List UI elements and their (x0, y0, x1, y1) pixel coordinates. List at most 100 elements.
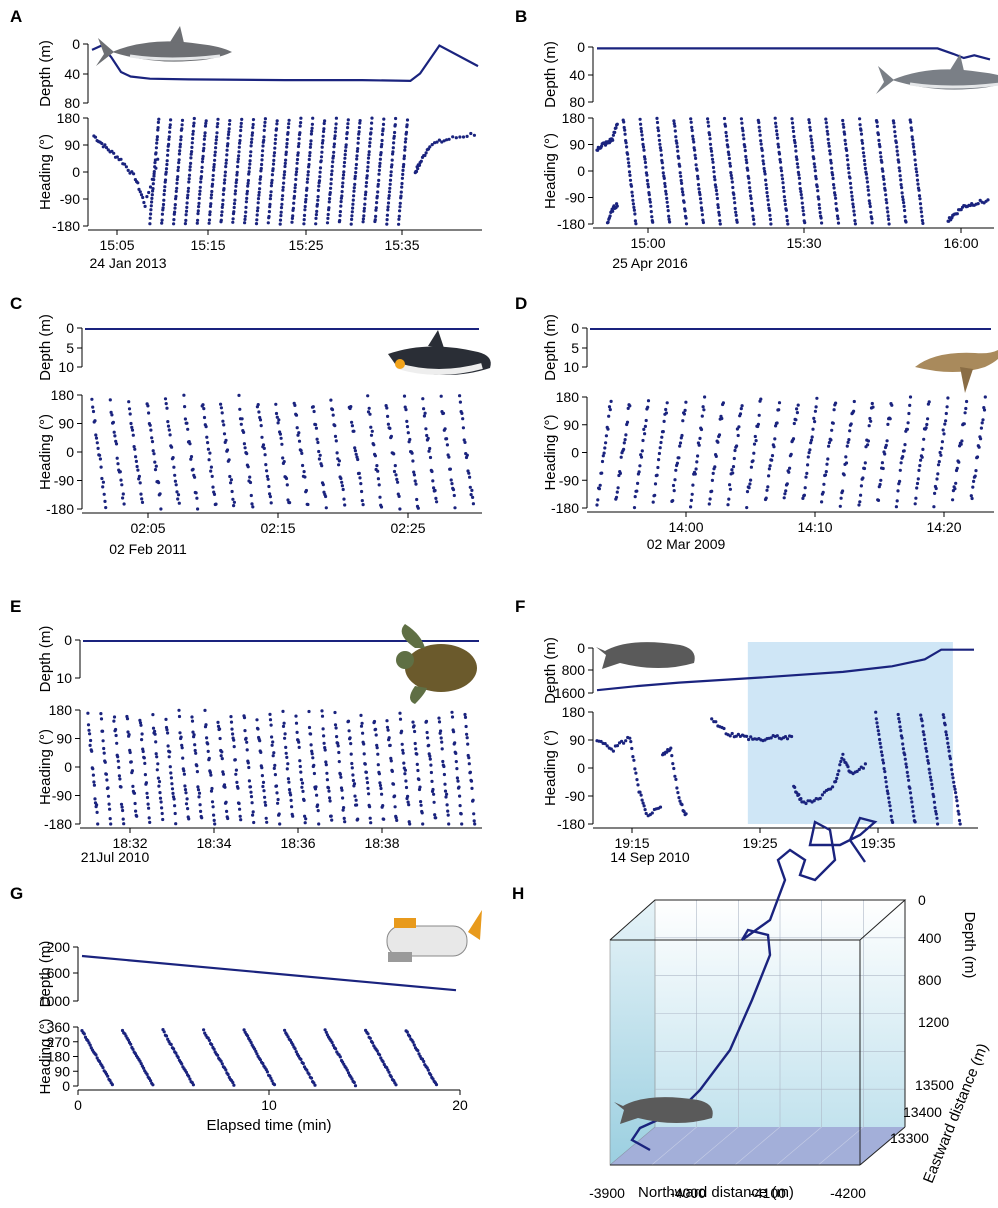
panel-A-heading-point (179, 138, 183, 142)
panel-E-heading-point (238, 814, 242, 818)
panel-B-heading-point (661, 166, 665, 170)
panel-A-heading-point (414, 169, 419, 174)
panel-G-heading-point (255, 1052, 259, 1056)
panel-A-heading-point (284, 152, 288, 157)
panel-E-heading-point (114, 733, 118, 738)
panel-E-heading-point (336, 741, 340, 746)
panel-A-heading-point (320, 141, 325, 145)
panel-B-heading-point (624, 141, 628, 145)
panel-A-heading-point (321, 134, 325, 138)
panel-D-heading-point (774, 424, 778, 428)
panel-F-heading-point (913, 820, 917, 824)
panel-A-heading-point (281, 194, 285, 198)
panel-C-heading-point (95, 441, 99, 445)
panel-E-heading-point (337, 760, 341, 764)
panel-F-heading-point (949, 763, 953, 767)
panel-F-x-tick-label: 19:35 (860, 835, 895, 851)
panel-E-heading-point (364, 770, 368, 774)
panel-E-heading-point (276, 797, 280, 802)
panel-A-heading-point (356, 147, 360, 151)
panel-A-heading-point (310, 126, 314, 130)
panel-A-heading-point (227, 122, 232, 126)
panel-C-heading-point (138, 481, 142, 485)
panel-G-heading-point (389, 1075, 393, 1079)
panel-B-heading-point (848, 181, 853, 185)
panel-A-heading-point (255, 218, 259, 222)
panel-G-heading-point (212, 1047, 216, 1051)
panel-A-heading-point (175, 181, 179, 185)
panel-C-heading-point (281, 456, 285, 460)
panel-C-depth_ticks-label: 0 (66, 320, 74, 336)
panel-D-heading-point (698, 436, 702, 440)
panel-A-heading-point (221, 198, 225, 202)
panel-E-heading-point (147, 816, 151, 820)
sperm-whale-icon (614, 1097, 713, 1124)
panel-D-heading_ticks-label: 180 (556, 389, 580, 405)
panel-A-heading-point (386, 201, 391, 205)
panel-F-heading-point (880, 753, 884, 758)
panel-G-heading-point (231, 1080, 235, 1085)
panel-E-heading-point (439, 736, 443, 740)
panel-A-heading-point (295, 167, 299, 171)
panel-E-depth-axis-label: Depth (m) (37, 626, 54, 693)
panel-B-heading-point (735, 220, 739, 224)
panel-A-heading-point (269, 190, 273, 194)
turtle-head (396, 651, 414, 669)
panel-A-heading-point (256, 206, 260, 210)
panel-C-heading-point (172, 465, 176, 469)
panel-F-heading-point (912, 814, 916, 818)
panel-A-heading_ticks-label: 0 (72, 164, 80, 180)
panel-B-heading-point (867, 199, 871, 203)
panel-A-heading-point (226, 136, 230, 140)
panel-D-heading-point (849, 422, 853, 426)
panel-A-heading-point (291, 214, 295, 218)
panel-A-heading-point (196, 218, 200, 222)
box-edge (859, 1126, 906, 1166)
panel-B-heading-point (680, 181, 684, 185)
panel-E-heading-point (173, 811, 177, 816)
panel-E-heading-point (209, 773, 213, 777)
panel-B-heading-point (870, 221, 874, 225)
panel-C-heading-point (207, 458, 211, 462)
panel-E-heading-point (177, 714, 182, 719)
panel-F-heading-point (888, 804, 892, 808)
panel-D-heading-point (745, 506, 749, 510)
panel-A-heading-point (286, 131, 290, 135)
panel-E-heading-point (118, 777, 122, 781)
panel-B-heading-point (663, 181, 667, 186)
panel-B-heading-point (846, 163, 850, 167)
panel-E-heading-point (108, 807, 112, 811)
panel-D-heading-point (962, 422, 966, 426)
panel-A-heading-point (342, 164, 346, 168)
panel-F-heading-point (747, 737, 751, 742)
panel-F-depth_ticks-label: 1600 (554, 685, 585, 701)
panel-B-heading-point (875, 120, 879, 124)
panel-A-heading-point (174, 194, 178, 198)
panel-A-heading-point (385, 218, 389, 222)
panel-B-heading-point (712, 175, 717, 179)
panel-D-heading-point (905, 427, 910, 431)
panel-A-heading-point (255, 209, 260, 213)
panel-B-heading-point (726, 150, 731, 154)
panel-A-heading-point (405, 118, 410, 122)
panel-C-heading-point (245, 452, 249, 456)
panel-C-heading-point (222, 423, 226, 427)
panel-D-heading-point (657, 458, 661, 462)
panel-A-heading-point (256, 197, 261, 201)
panel-A-heading-point (380, 142, 384, 146)
panel-F-heading-point (878, 737, 882, 742)
panel-A-heading-point (261, 144, 265, 148)
panel-A-heading-point (352, 186, 356, 190)
panel-C-heading-point (404, 408, 408, 412)
panel-C-heading-point (311, 405, 315, 409)
panel-A-heading-point (370, 116, 374, 120)
panel-B-heading-point (691, 137, 695, 141)
panel-B-heading-point (733, 201, 737, 205)
panel-B-heading-point (827, 141, 831, 145)
panel-A-heading-point (334, 116, 338, 120)
panel-C-heading-point (202, 407, 206, 411)
panel-D-heading-point (747, 486, 751, 490)
panel-E-heading-point (238, 807, 242, 811)
panel-E-heading-point (158, 791, 162, 795)
panel-E-heading-point (285, 767, 289, 771)
